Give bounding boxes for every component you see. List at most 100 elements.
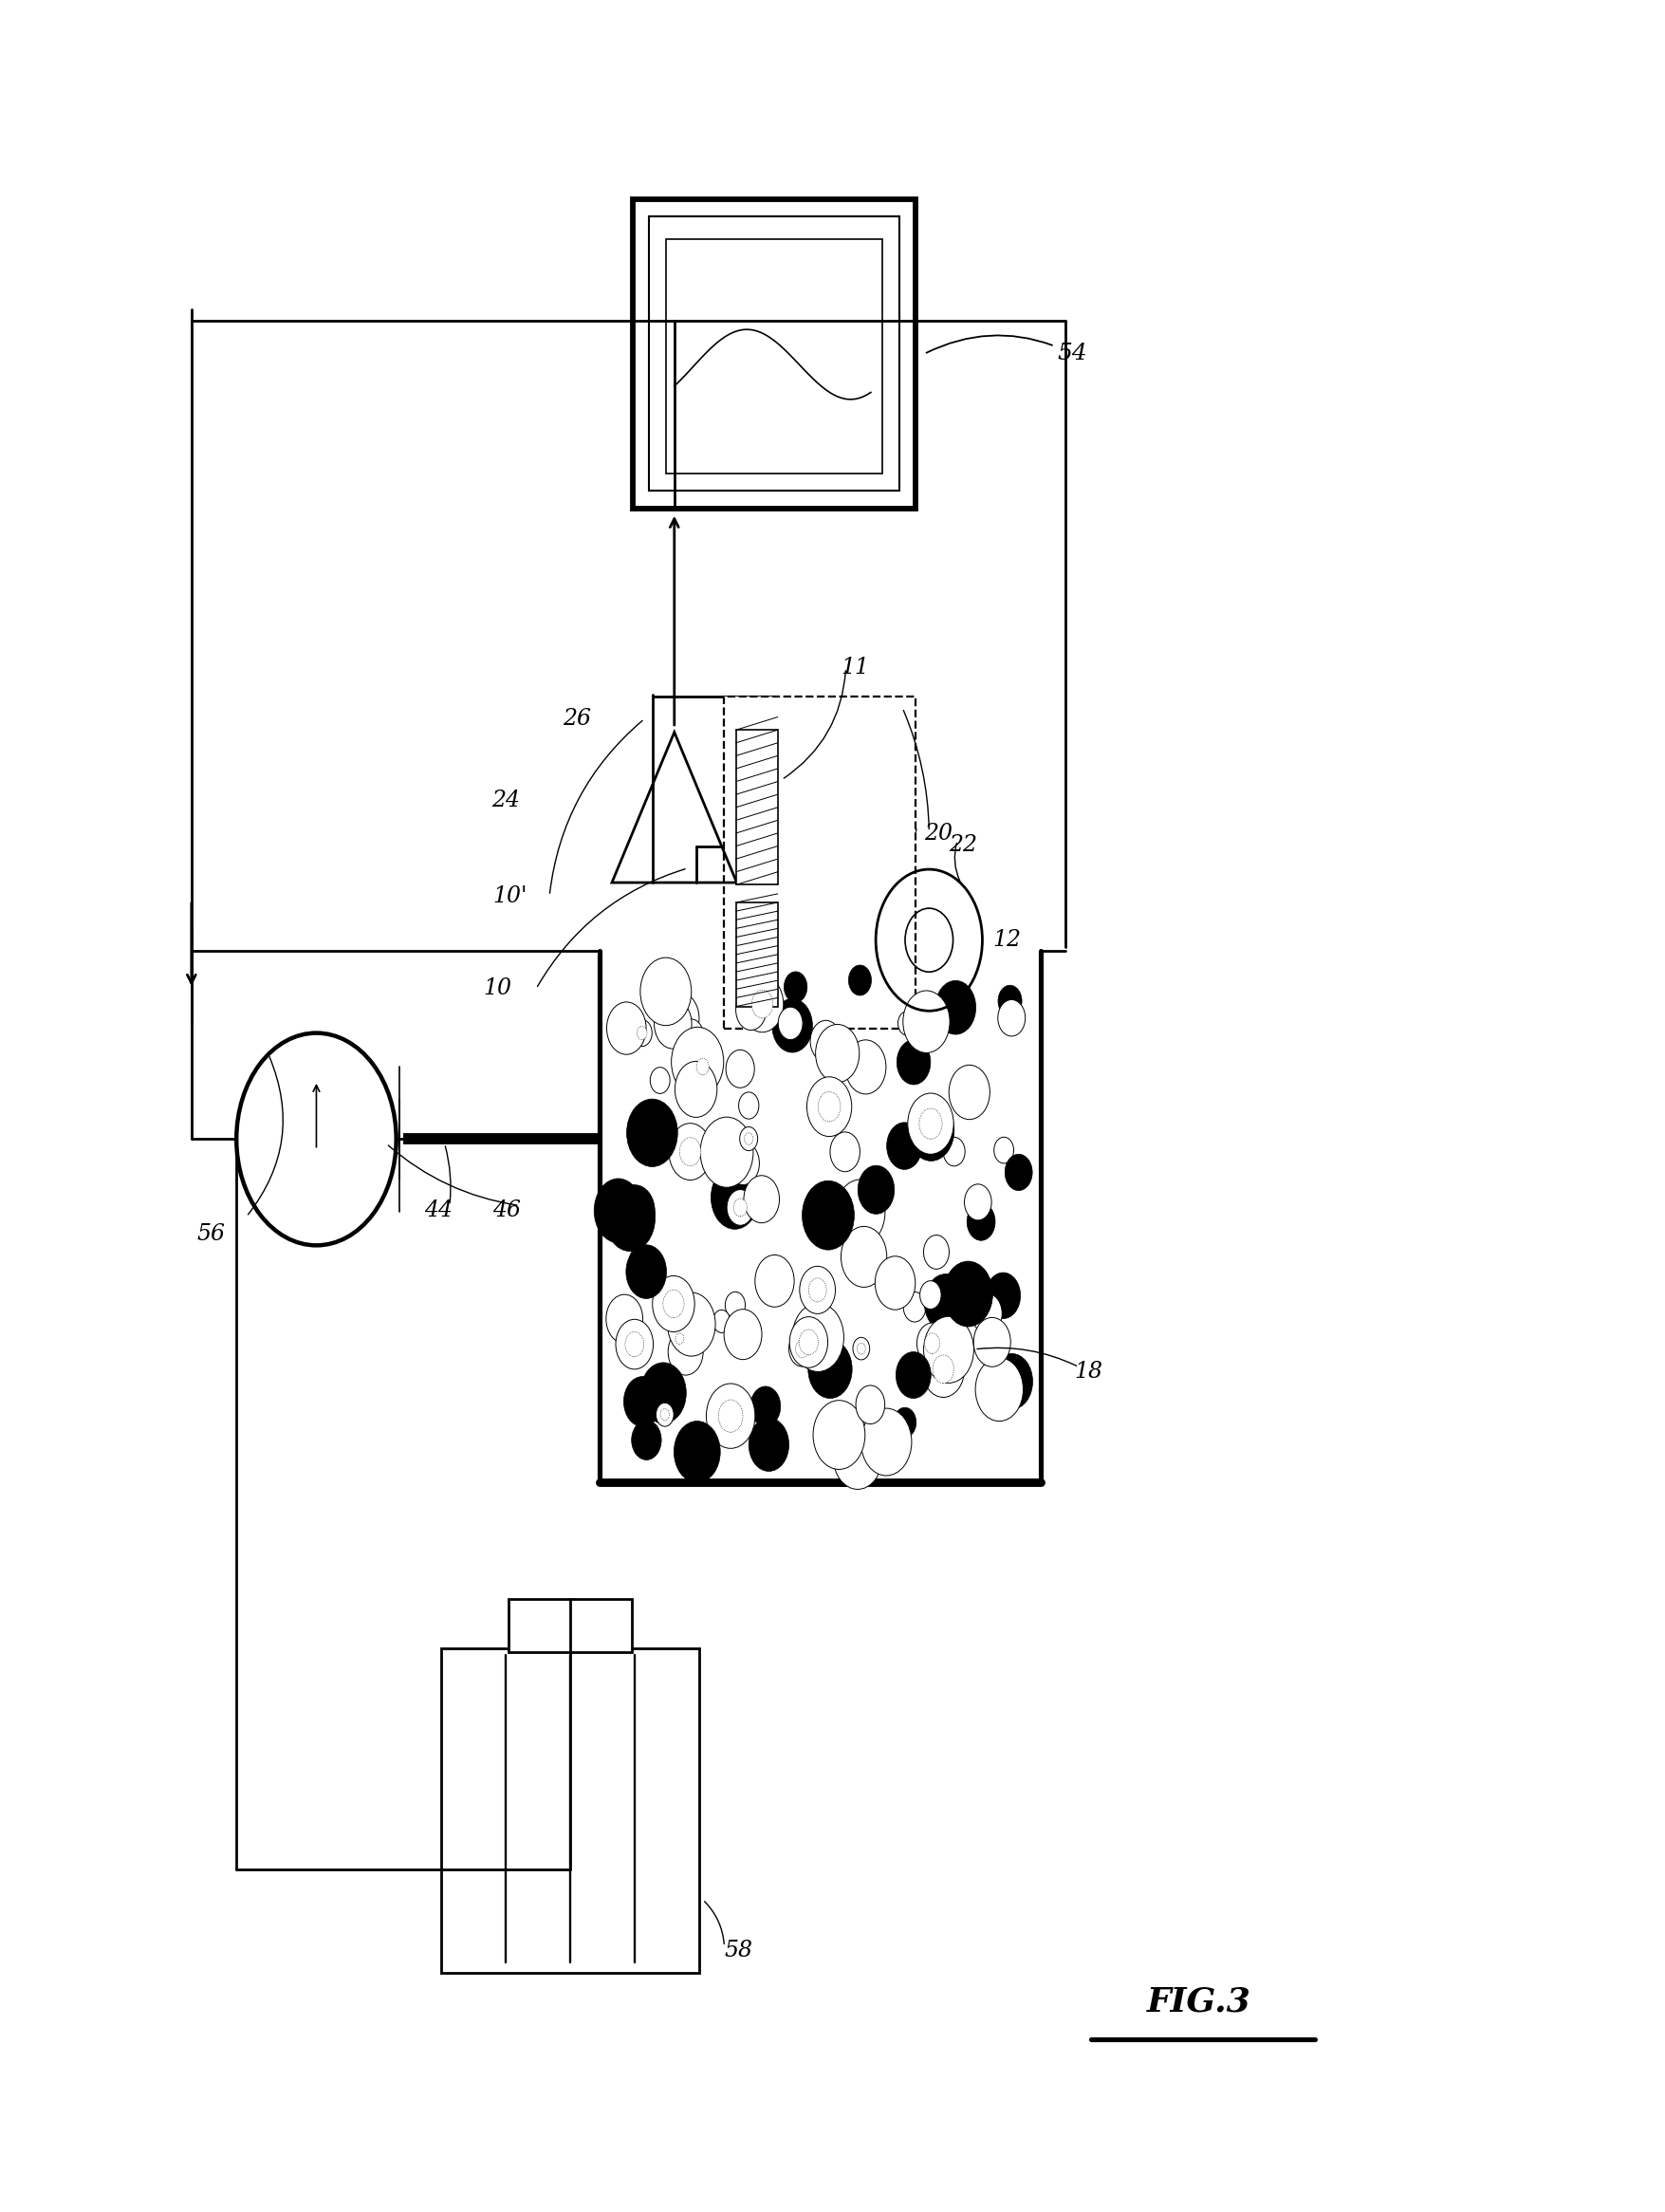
- Circle shape: [701, 1117, 753, 1188]
- Circle shape: [719, 1400, 743, 1431]
- Circle shape: [661, 1409, 669, 1420]
- Circle shape: [904, 1292, 926, 1323]
- Circle shape: [663, 1290, 684, 1318]
- Circle shape: [744, 1133, 753, 1146]
- Circle shape: [676, 1334, 684, 1345]
- Circle shape: [696, 1057, 709, 1075]
- Bar: [633, 199, 916, 509]
- Circle shape: [624, 1332, 644, 1356]
- Circle shape: [932, 1356, 954, 1382]
- Text: 24: 24: [491, 790, 519, 812]
- Circle shape: [671, 1026, 724, 1097]
- Circle shape: [919, 1108, 942, 1139]
- Circle shape: [789, 1332, 816, 1367]
- Circle shape: [919, 1281, 941, 1310]
- Circle shape: [832, 1425, 882, 1489]
- Circle shape: [808, 1077, 852, 1137]
- Circle shape: [861, 1409, 912, 1475]
- Circle shape: [653, 1276, 694, 1332]
- Bar: [736, 902, 778, 1006]
- Circle shape: [734, 1199, 748, 1217]
- Circle shape: [976, 1358, 1024, 1420]
- Circle shape: [616, 1318, 653, 1369]
- Circle shape: [849, 964, 871, 995]
- Circle shape: [917, 1323, 947, 1365]
- Circle shape: [897, 1040, 931, 1084]
- Circle shape: [852, 1338, 869, 1360]
- Circle shape: [726, 1051, 754, 1088]
- Circle shape: [964, 1183, 992, 1221]
- Circle shape: [924, 1316, 974, 1382]
- Circle shape: [808, 1340, 852, 1398]
- Circle shape: [974, 1318, 1011, 1367]
- Text: 26: 26: [563, 708, 591, 730]
- Circle shape: [626, 1099, 678, 1166]
- Circle shape: [626, 1245, 666, 1298]
- Circle shape: [641, 958, 691, 1026]
- Text: 18: 18: [1074, 1360, 1102, 1382]
- Circle shape: [649, 1066, 669, 1093]
- Circle shape: [986, 1272, 1021, 1318]
- Circle shape: [856, 1385, 884, 1425]
- Circle shape: [857, 1343, 866, 1354]
- Circle shape: [711, 1166, 759, 1230]
- Circle shape: [751, 991, 773, 1018]
- Circle shape: [816, 1024, 859, 1082]
- Text: 11: 11: [841, 657, 869, 679]
- Circle shape: [606, 1294, 643, 1343]
- Circle shape: [638, 1026, 648, 1040]
- Circle shape: [994, 1137, 1014, 1164]
- Text: 10: 10: [483, 978, 511, 1000]
- Circle shape: [991, 1354, 1032, 1409]
- Circle shape: [897, 1011, 916, 1035]
- Circle shape: [809, 1279, 826, 1303]
- Circle shape: [924, 1334, 941, 1354]
- Circle shape: [604, 1186, 654, 1252]
- Circle shape: [831, 1133, 859, 1172]
- Circle shape: [813, 1400, 866, 1469]
- Circle shape: [648, 1106, 664, 1130]
- Circle shape: [751, 1387, 781, 1427]
- Circle shape: [624, 1376, 661, 1427]
- Circle shape: [728, 1190, 754, 1225]
- Circle shape: [922, 1340, 964, 1398]
- Circle shape: [793, 1303, 844, 1371]
- Circle shape: [972, 1294, 1002, 1334]
- Circle shape: [671, 1327, 688, 1349]
- Circle shape: [614, 1186, 654, 1239]
- Bar: [736, 730, 778, 885]
- Circle shape: [949, 1064, 991, 1119]
- Circle shape: [633, 1020, 653, 1046]
- Bar: [666, 239, 882, 473]
- Circle shape: [784, 971, 808, 1002]
- Circle shape: [967, 1203, 996, 1241]
- Circle shape: [744, 1175, 779, 1223]
- Circle shape: [749, 1418, 789, 1471]
- Text: 56: 56: [196, 1223, 225, 1245]
- Circle shape: [661, 993, 699, 1044]
- Text: FIG.3: FIG.3: [1147, 1986, 1250, 2017]
- Circle shape: [656, 1402, 674, 1427]
- Circle shape: [641, 1363, 686, 1422]
- Circle shape: [857, 1166, 894, 1214]
- Circle shape: [894, 1407, 916, 1438]
- Text: 12: 12: [992, 929, 1021, 951]
- Text: 46: 46: [493, 1199, 521, 1221]
- Circle shape: [818, 1093, 841, 1121]
- Circle shape: [907, 1093, 954, 1155]
- Circle shape: [754, 1254, 794, 1307]
- Bar: [441, 1648, 699, 1973]
- Circle shape: [668, 1329, 703, 1376]
- Circle shape: [726, 1292, 746, 1318]
- Circle shape: [936, 980, 976, 1035]
- Circle shape: [924, 1274, 967, 1332]
- Circle shape: [739, 1093, 759, 1119]
- Circle shape: [796, 1340, 809, 1358]
- Bar: [649, 217, 899, 491]
- Circle shape: [997, 1000, 1026, 1035]
- Circle shape: [789, 1316, 828, 1367]
- Circle shape: [811, 1020, 841, 1062]
- Circle shape: [944, 1261, 992, 1327]
- Circle shape: [679, 1137, 701, 1166]
- Circle shape: [876, 1256, 916, 1310]
